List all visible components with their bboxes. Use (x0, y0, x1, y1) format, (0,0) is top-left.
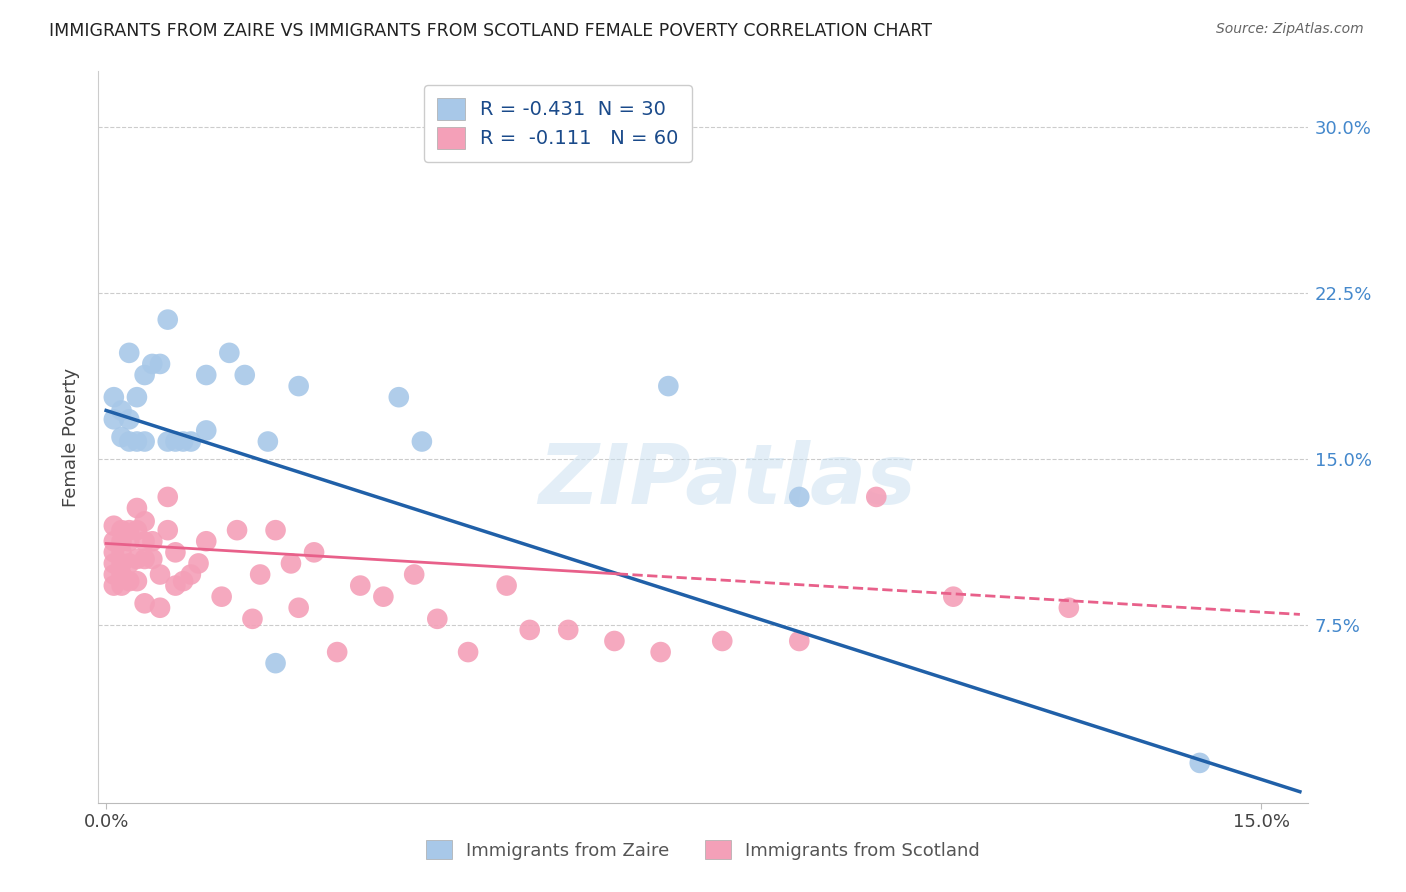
Point (711, 634, 734, 648)
Point (149, 567, 172, 582)
Point (125, 574, 148, 589)
Point (110, 567, 132, 582)
Point (165, 434, 187, 449)
Point (557, 623, 579, 637)
Point (141, 534, 163, 549)
Point (519, 623, 541, 637)
Point (218, 346, 240, 360)
Point (110, 557, 132, 571)
Point (195, 534, 218, 549)
Point (264, 656, 287, 670)
Point (141, 552, 163, 566)
Point (125, 501, 148, 516)
Point (149, 600, 172, 615)
Point (180, 434, 202, 449)
Point (118, 523, 141, 537)
Point (195, 368, 218, 382)
Text: IMMIGRANTS FROM ZAIRE VS IMMIGRANTS FROM SCOTLAND FEMALE POVERTY CORRELATION CHA: IMMIGRANTS FROM ZAIRE VS IMMIGRANTS FROM… (49, 22, 932, 40)
Point (172, 434, 194, 449)
Point (110, 534, 132, 549)
Point (226, 523, 249, 537)
Point (110, 545, 132, 559)
Point (134, 552, 156, 566)
Point (110, 430, 132, 444)
Point (172, 574, 194, 589)
Point (388, 390, 411, 404)
Point (118, 574, 141, 589)
Point (103, 518, 125, 533)
Point (264, 523, 287, 537)
Point (657, 379, 679, 393)
Point (125, 434, 148, 449)
Point (1188, 756, 1211, 770)
Point (411, 434, 433, 449)
Point (404, 567, 426, 582)
Point (942, 590, 965, 604)
Y-axis label: Female Poverty: Female Poverty (62, 368, 80, 507)
Point (125, 523, 148, 537)
Point (118, 434, 141, 449)
Point (103, 390, 125, 404)
Point (134, 434, 156, 449)
Point (603, 634, 626, 648)
Point (373, 590, 395, 604)
Point (134, 368, 156, 382)
Point (1057, 600, 1080, 615)
Point (165, 545, 187, 559)
Point (118, 557, 141, 571)
Point (650, 645, 672, 659)
Point (103, 545, 125, 559)
Point (326, 645, 349, 659)
Point (156, 434, 179, 449)
Point (110, 578, 132, 592)
Point (156, 523, 179, 537)
Point (165, 578, 187, 592)
Point (187, 557, 209, 571)
Point (249, 567, 271, 582)
Point (211, 590, 233, 604)
Point (103, 534, 125, 549)
Legend: Immigrants from Zaire, Immigrants from Scotland: Immigrants from Zaire, Immigrants from S… (419, 833, 987, 867)
Point (103, 557, 125, 571)
Point (125, 390, 148, 404)
Point (118, 412, 141, 426)
Point (787, 490, 810, 504)
Point (118, 534, 141, 549)
Point (134, 514, 156, 528)
Text: ZIPatlas: ZIPatlas (538, 441, 917, 522)
Point (134, 534, 156, 549)
Point (118, 346, 141, 360)
Point (257, 434, 280, 449)
Point (103, 412, 125, 426)
Point (495, 578, 517, 592)
Point (426, 612, 449, 626)
Point (103, 578, 125, 592)
Point (287, 600, 309, 615)
Point (125, 552, 148, 566)
Point (156, 312, 179, 326)
Point (280, 557, 302, 571)
Point (242, 612, 264, 626)
Point (349, 578, 371, 592)
Point (865, 490, 887, 504)
Point (787, 634, 810, 648)
Point (141, 357, 163, 371)
Point (287, 379, 309, 393)
Point (110, 523, 132, 537)
Text: Source: ZipAtlas.com: Source: ZipAtlas.com (1216, 22, 1364, 37)
Point (156, 490, 179, 504)
Point (134, 596, 156, 610)
Point (302, 545, 325, 559)
Point (233, 368, 256, 382)
Point (103, 567, 125, 582)
Point (195, 424, 218, 438)
Point (180, 567, 202, 582)
Point (149, 357, 172, 371)
Point (457, 645, 479, 659)
Point (110, 403, 132, 417)
